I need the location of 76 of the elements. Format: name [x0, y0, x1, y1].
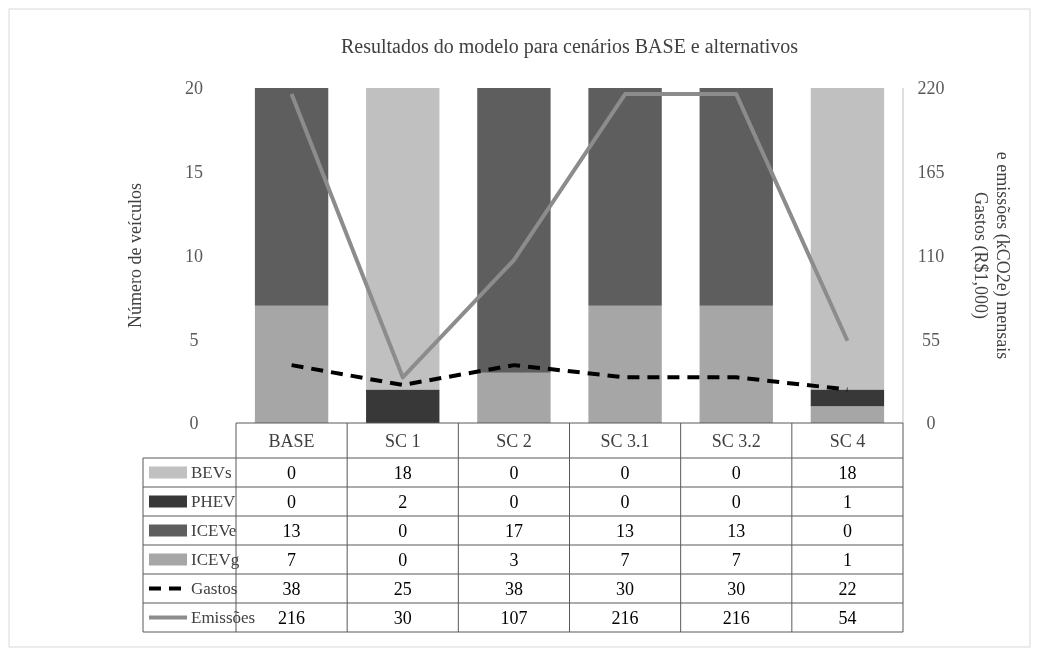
- legend-label: ICEVg: [191, 550, 240, 570]
- data-label: 30: [727, 578, 746, 599]
- data-label: 18: [393, 462, 412, 483]
- data-label: 0: [509, 491, 519, 512]
- data-label: 18: [838, 462, 857, 483]
- y2-tick-label: 165: [917, 162, 945, 183]
- data-label: 3: [509, 549, 519, 570]
- legend-label: BEVs: [191, 463, 232, 483]
- bar: [366, 88, 440, 390]
- data-label: 13: [727, 520, 746, 541]
- data-label: 1: [842, 549, 852, 570]
- legend-label: ICEVe: [191, 521, 237, 541]
- data-label: 0: [287, 462, 297, 483]
- bar: [810, 88, 885, 390]
- data-label: 0: [731, 462, 741, 483]
- bar: [477, 372, 551, 423]
- bar: [588, 305, 662, 423]
- bar: [699, 88, 773, 306]
- x-tick-label: SC 1: [384, 430, 421, 451]
- legend-label: Emissões: [191, 608, 256, 628]
- data-label: 216: [278, 607, 306, 628]
- bar: [477, 88, 551, 373]
- data-label: 0: [509, 462, 519, 483]
- y-tick-label: 10: [185, 245, 203, 266]
- line-series: [289, 363, 850, 392]
- bar: [254, 305, 329, 423]
- x-tick-label: BASE: [268, 430, 315, 451]
- y2-tick-label: 0: [926, 413, 936, 434]
- bar: [588, 88, 662, 306]
- data-label: 22: [838, 578, 857, 599]
- data-label: 216: [611, 607, 639, 628]
- data-label: 0: [287, 491, 297, 512]
- legend-label: PHEV: [191, 492, 237, 512]
- data-label: 30: [616, 578, 635, 599]
- line-series: [289, 92, 850, 380]
- data-label: 38: [282, 578, 301, 599]
- legend-label: Gastos: [191, 579, 238, 599]
- data-label: 2: [398, 491, 408, 512]
- x-tick-label: SC 3.1: [600, 430, 650, 451]
- data-label: 13: [282, 520, 301, 541]
- y2-tick-label: 55: [922, 329, 940, 350]
- data-label: 0: [731, 491, 741, 512]
- y-axis-title: Número de veículos: [125, 183, 145, 328]
- data-label: 0: [398, 520, 408, 541]
- data-label: 17: [504, 520, 523, 541]
- data-label: 38: [504, 578, 523, 599]
- y2-tick-label: 110: [917, 245, 945, 266]
- data-label: 0: [398, 549, 408, 570]
- bar: [810, 389, 885, 407]
- data-label: 25: [393, 578, 412, 599]
- data-label: 1: [842, 491, 852, 512]
- data-label: 7: [620, 549, 630, 570]
- y2-tick-label: 220: [917, 78, 945, 99]
- y-tick-label: 5: [189, 329, 199, 350]
- y2-axis-title: Gastos (R$1,000) e emissões (kCO2e) mensais: [970, 151, 1013, 360]
- data-label: 13: [616, 520, 635, 541]
- data-label: 7: [287, 549, 297, 570]
- y-tick-label: 0: [189, 413, 199, 434]
- x-tick-label: SC 2: [496, 430, 532, 451]
- data-label: 0: [842, 520, 852, 541]
- x-tick-label: SC 3.2: [711, 430, 761, 451]
- data-label: 107: [500, 607, 528, 628]
- bar: [699, 305, 773, 423]
- data-label: 7: [731, 549, 741, 570]
- x-tick-label: SC 4: [829, 430, 866, 451]
- bar: [254, 88, 329, 306]
- data-label: 30: [393, 607, 412, 628]
- data-label: 0: [620, 491, 630, 512]
- data-label: 54: [838, 607, 857, 628]
- data-label: 216: [722, 607, 750, 628]
- y-tick-label: 15: [185, 162, 203, 183]
- y-tick-label: 20: [185, 78, 203, 99]
- bar: [366, 389, 440, 423]
- bar: [810, 406, 885, 423]
- data-label: 0: [620, 462, 630, 483]
- chart-title: Resultados do modelo para cenários BASE e alternativos: [340, 35, 799, 58]
